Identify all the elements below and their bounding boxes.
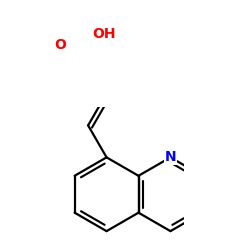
Text: O: O [54,38,66,52]
Text: N: N [165,150,176,164]
Text: OH: OH [92,27,116,41]
